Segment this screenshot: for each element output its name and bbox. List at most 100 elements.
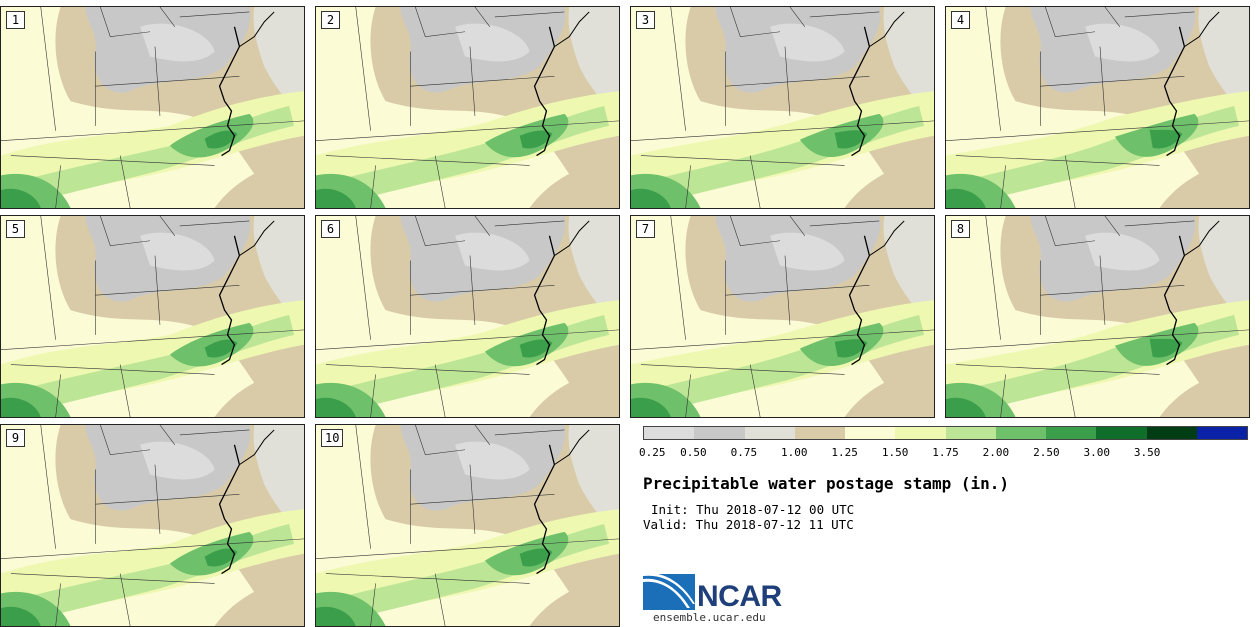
state-border (10, 573, 215, 626)
colorbar-segment (1196, 427, 1247, 439)
ncar-logo-text: NCAR (697, 580, 782, 613)
state-border (670, 216, 870, 340)
stamp-panel-4[interactable]: 4 (945, 6, 1250, 209)
state-border (1045, 216, 1195, 247)
stamp-panel-9[interactable]: 9 (0, 424, 305, 627)
state-border (316, 329, 619, 350)
coastline (869, 220, 905, 257)
pw-field (568, 216, 619, 325)
pw-field (631, 188, 671, 208)
member-number: 3 (636, 11, 655, 29)
stamp-panel-5[interactable]: 5 (0, 215, 305, 418)
stamp-panel-1[interactable]: 1 (0, 6, 305, 209)
state-border (100, 425, 250, 456)
member-number: 10 (321, 429, 344, 447)
pw-field (316, 606, 356, 626)
colorbar-segment (794, 427, 845, 439)
pw-field (1198, 7, 1249, 116)
pw-map (1, 425, 304, 626)
colorbar-tick-label: 3.50 (1133, 446, 1161, 459)
pw-map (631, 7, 934, 208)
state-border (670, 7, 870, 131)
state-border (355, 7, 555, 131)
state-border (10, 155, 215, 208)
colorbar-segment (644, 427, 695, 439)
coastline (848, 235, 871, 366)
pw-field (946, 188, 986, 208)
pw-map (316, 7, 619, 208)
colorbar-tick-label: 1.50 (881, 446, 909, 459)
pw-field (455, 441, 530, 480)
colorbar-segment (1046, 427, 1097, 439)
pw-field (770, 232, 845, 271)
pw-field (1198, 216, 1249, 325)
colorbar-tick-label: 1.25 (831, 446, 858, 459)
ncar-logo-icon (643, 572, 695, 610)
coastline (848, 26, 871, 157)
pw-field (519, 339, 553, 358)
coastline (554, 220, 590, 257)
state-border (40, 216, 240, 340)
coastline (239, 220, 275, 257)
coastline (239, 11, 275, 48)
pw-field (253, 7, 304, 116)
pw-field (568, 425, 619, 534)
state-border (1, 329, 304, 350)
pw-field (529, 155, 619, 208)
pw-field (214, 155, 304, 208)
pw-map (1, 216, 304, 417)
state-border (631, 120, 934, 141)
stamp-panel-7[interactable]: 7 (630, 215, 935, 418)
member-number: 7 (636, 220, 655, 238)
pw-field (253, 425, 304, 534)
coastline (869, 11, 905, 48)
stamp-panel-10[interactable]: 10 (315, 424, 620, 627)
state-border (1, 538, 304, 559)
pw-map (631, 216, 934, 417)
pw-field (140, 232, 215, 271)
state-border (316, 120, 619, 141)
pw-map (316, 425, 619, 626)
pw-field (204, 130, 238, 149)
stamp-panel-6[interactable]: 6 (315, 215, 620, 418)
state-border (415, 216, 565, 247)
pw-field (883, 7, 934, 116)
state-border (415, 7, 565, 38)
pw-field (1085, 23, 1160, 62)
pw-field (568, 7, 619, 116)
colorbar-tick-label: 3.00 (1083, 446, 1111, 459)
member-number: 4 (951, 11, 970, 29)
pw-field (1, 397, 41, 417)
member-number: 1 (6, 11, 25, 29)
state-border (955, 364, 1160, 417)
coastline (554, 429, 590, 466)
pw-field (455, 232, 530, 271)
coastline (218, 444, 241, 575)
pw-field (519, 548, 553, 567)
pw-field (631, 397, 671, 417)
member-number: 9 (6, 429, 25, 447)
state-border (316, 538, 619, 559)
state-border (640, 364, 845, 417)
colorbar-tick-label: 0.25 (639, 446, 666, 459)
state-border (985, 7, 1185, 131)
state-border (355, 425, 555, 549)
coastline (1184, 11, 1220, 48)
stamp-panel-2[interactable]: 2 (315, 6, 620, 209)
colorbar-segment (694, 427, 745, 439)
pw-field (1, 188, 41, 208)
state-border (730, 7, 880, 38)
coastline (1163, 235, 1186, 366)
pw-field (140, 23, 215, 62)
state-border (946, 120, 1249, 141)
pw-field (1159, 364, 1249, 417)
pw-field (946, 397, 986, 417)
stamp-panel-3[interactable]: 3 (630, 6, 935, 209)
colorbar-segment (845, 427, 896, 439)
stamp-panel-8[interactable]: 8 (945, 215, 1250, 418)
pw-field (204, 548, 238, 567)
member-number: 5 (6, 220, 25, 238)
state-border (40, 425, 240, 549)
pw-field (519, 130, 553, 149)
coastline (1184, 220, 1220, 257)
